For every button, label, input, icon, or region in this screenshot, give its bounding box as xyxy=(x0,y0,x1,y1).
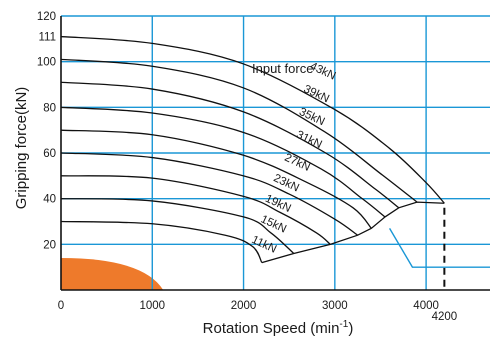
curve-39kN xyxy=(60,58,418,203)
x-tick-label: 2000 xyxy=(231,300,257,312)
x-tick-label-4200: 4200 xyxy=(432,311,458,323)
curve-35kN xyxy=(60,81,400,209)
curve-11kN xyxy=(60,220,263,263)
series-label-15kN: 15kN xyxy=(259,213,288,235)
x-axis-title: Rotation Speed (min-1) xyxy=(203,319,354,337)
y-tick-label: 40 xyxy=(43,194,56,206)
pointer-line xyxy=(388,227,490,268)
y-tick-label: 120 xyxy=(37,11,56,23)
curve-27kN xyxy=(60,129,372,229)
x-axis-title-sup: -1 xyxy=(339,319,348,330)
y-tick-label: 111 xyxy=(39,32,56,44)
series-label-35kN: 35kN xyxy=(297,106,326,128)
x-axis-title-close: ) xyxy=(348,320,353,337)
x-tick-label: 1000 xyxy=(139,300,165,312)
operating-zone-shape xyxy=(61,258,164,290)
series-label-11kN: 11kN xyxy=(250,234,279,256)
y-axis-title: Gripping force(kN) xyxy=(13,87,30,210)
y-tick-label: 20 xyxy=(43,239,56,251)
curve-23kN xyxy=(60,152,359,236)
curve-15kN xyxy=(60,198,295,254)
x-tick-label: 0 xyxy=(58,300,64,312)
curve-19kN xyxy=(60,175,331,245)
legend-title: Input force xyxy=(252,61,313,76)
series-label-23kN: 23kN xyxy=(271,172,300,194)
x-tick-label: 4000 xyxy=(413,300,439,312)
series-label-27kN: 27kN xyxy=(282,152,311,174)
envelope-line xyxy=(261,201,445,264)
curve-31kN xyxy=(60,106,386,218)
x-tick-label: 3000 xyxy=(322,300,348,312)
series-label-31kN: 31kN xyxy=(294,129,323,151)
x-axis-title-main: Rotation Speed (min xyxy=(203,320,340,337)
y-tick-label: 80 xyxy=(43,102,56,114)
curve-43kN xyxy=(60,35,445,204)
y-tick-label: 100 xyxy=(37,57,56,69)
y-tick-label: 60 xyxy=(43,148,56,160)
series-label-39kN: 39kN xyxy=(302,83,331,105)
